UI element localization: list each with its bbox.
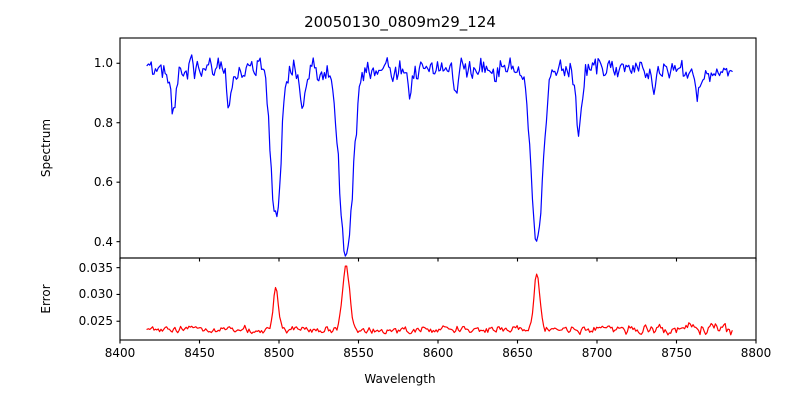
x-tick-label: 8550 bbox=[343, 346, 374, 360]
chart-title: 20050130_0809m29_124 bbox=[304, 13, 496, 31]
x-tick-label: 8700 bbox=[581, 346, 613, 360]
x-axis-label: Wavelength bbox=[364, 372, 436, 386]
x-tick-label: 8400 bbox=[104, 346, 136, 360]
y-tick-label: 0.6 bbox=[93, 175, 113, 190]
y-tick-label: 0.8 bbox=[93, 115, 113, 130]
x-tick-label: 8450 bbox=[184, 346, 215, 360]
x-tick-label: 8500 bbox=[263, 346, 295, 360]
y-tick-label: 0.4 bbox=[93, 234, 113, 249]
y-tick-label: 0.035 bbox=[78, 260, 113, 275]
x-tick-label: 8600 bbox=[422, 346, 454, 360]
y-tick-label: 0.030 bbox=[78, 287, 113, 302]
x-tick-label: 8650 bbox=[502, 346, 533, 360]
x-tick-label: 8800 bbox=[740, 346, 772, 360]
x-tick-label: 8750 bbox=[661, 346, 692, 360]
y-tick-label: 0.025 bbox=[78, 314, 113, 329]
y-tick-label: 1.0 bbox=[93, 56, 113, 71]
